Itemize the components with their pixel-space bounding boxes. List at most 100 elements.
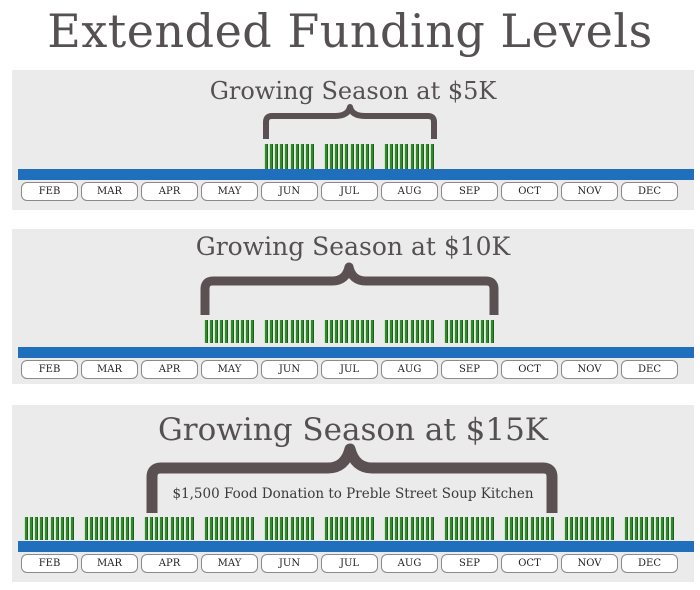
bar <box>189 517 194 540</box>
month-label-aug: AUG <box>381 360 438 379</box>
month-label-sep: SEP <box>441 554 498 573</box>
bar <box>649 517 654 540</box>
bar <box>309 144 314 169</box>
bar <box>609 517 614 540</box>
funded-bars-feb <box>24 517 74 540</box>
month-label-jun: JUN <box>261 554 318 573</box>
bar <box>29 517 34 540</box>
bar <box>299 320 304 343</box>
page-title: Extended Funding Levels <box>47 4 653 58</box>
month-label-may: MAY <box>201 360 258 379</box>
bar <box>44 517 49 540</box>
bar <box>279 320 284 343</box>
bar <box>324 144 328 169</box>
bar <box>364 517 369 540</box>
bar <box>279 517 284 540</box>
bar <box>249 320 254 343</box>
bar <box>389 144 394 169</box>
panel-title: Growing Season at $5K <box>209 77 497 105</box>
funded-bars-jul <box>324 320 374 343</box>
bar <box>309 320 314 343</box>
month-label-jul: JUL <box>321 554 378 573</box>
bar <box>179 517 184 540</box>
bar <box>414 517 419 540</box>
bar <box>289 320 294 343</box>
bar <box>424 144 429 169</box>
bar <box>299 144 304 169</box>
bar <box>419 144 424 169</box>
bar <box>489 517 494 540</box>
season-brace <box>146 443 558 513</box>
bar <box>284 144 289 169</box>
bar <box>459 320 464 343</box>
funded-bars-jul <box>324 144 374 169</box>
bar <box>344 320 349 343</box>
bar <box>639 517 644 540</box>
bar <box>589 517 594 540</box>
bar <box>534 517 539 540</box>
bar <box>264 517 268 540</box>
donation-note: $1,500 Food Donation to Preble Street So… <box>172 486 534 502</box>
bar <box>214 517 219 540</box>
bar <box>419 320 424 343</box>
bar <box>359 144 364 169</box>
month-label-jul: JUL <box>321 182 378 201</box>
bar <box>204 517 208 540</box>
bar <box>364 144 369 169</box>
bar <box>479 320 484 343</box>
month-label-may: MAY <box>201 182 258 201</box>
bar <box>279 144 284 169</box>
bar <box>339 144 344 169</box>
timeline-track <box>18 541 694 552</box>
bar <box>399 320 404 343</box>
month-label-apr: APR <box>141 182 198 201</box>
bar <box>269 517 274 540</box>
bar <box>329 517 334 540</box>
bar <box>404 517 409 540</box>
funded-bars-oct <box>504 517 554 540</box>
bar <box>629 517 634 540</box>
bar <box>549 517 554 540</box>
bar <box>369 144 374 169</box>
bar <box>574 517 579 540</box>
bar <box>224 517 229 540</box>
bar <box>359 320 364 343</box>
bar <box>184 517 189 540</box>
month-label-feb: FEB <box>21 360 78 379</box>
bar <box>294 144 299 169</box>
bar <box>409 320 414 343</box>
bar <box>229 517 234 540</box>
month-label-apr: APR <box>141 554 198 573</box>
month-label-mar: MAR <box>81 554 138 573</box>
bar <box>469 320 474 343</box>
bar <box>479 517 484 540</box>
bar <box>264 320 268 343</box>
bar <box>484 320 489 343</box>
bar <box>364 320 369 343</box>
bar <box>489 320 494 343</box>
bar <box>459 517 464 540</box>
bar <box>249 517 254 540</box>
bar <box>119 517 124 540</box>
bar <box>209 517 214 540</box>
funding-panel-10k: Growing Season at $10K FEB MAR APR MAY JUN JU… <box>12 229 694 384</box>
bar <box>169 517 174 540</box>
bar <box>304 320 309 343</box>
month-label-jun: JUN <box>261 182 318 201</box>
bar <box>414 144 419 169</box>
bar <box>389 517 394 540</box>
bar <box>569 517 574 540</box>
bar <box>594 517 599 540</box>
bar <box>334 320 339 343</box>
funded-bars-sep <box>444 320 494 343</box>
bar <box>474 517 479 540</box>
funded-bars-aug <box>384 320 434 343</box>
bar <box>454 320 459 343</box>
bar <box>334 144 339 169</box>
bar <box>114 517 119 540</box>
funded-bars-may <box>204 320 254 343</box>
bar <box>394 144 399 169</box>
funding-panel-5k: Growing Season at $5K FEB MAR APR MAY JUN JUL… <box>12 70 694 210</box>
month-label-oct: OCT <box>501 182 558 201</box>
bar <box>624 517 628 540</box>
